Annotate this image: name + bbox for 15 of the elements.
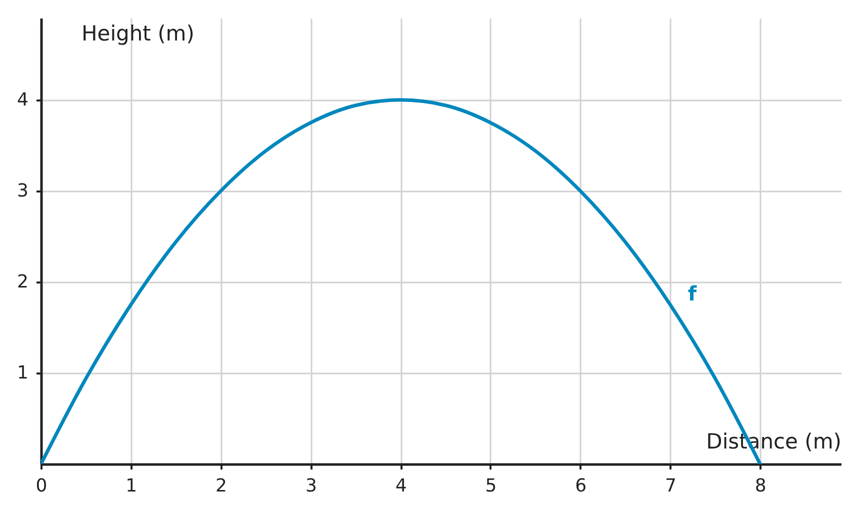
x-tick-label: 3 xyxy=(305,476,317,496)
x-tick-label: 6 xyxy=(575,476,587,496)
x-tick-label: 2 xyxy=(216,476,227,496)
x-tick-label: 1 xyxy=(126,476,138,496)
y-tick-label: 1 xyxy=(17,362,28,384)
series-label: f xyxy=(688,282,697,306)
y-tick-label: 2 xyxy=(17,271,28,292)
x-tick-label: 4 xyxy=(395,476,407,496)
y-tick-label: 4 xyxy=(17,89,28,110)
x-tick-label: 8 xyxy=(754,476,766,496)
x-tick-label: 5 xyxy=(485,476,497,496)
y-axis-title: Height (m) xyxy=(82,22,194,46)
x-tick-label: 7 xyxy=(664,476,676,496)
x-tick-label: 0 xyxy=(36,476,48,496)
y-tick-label: 3 xyxy=(17,180,28,202)
